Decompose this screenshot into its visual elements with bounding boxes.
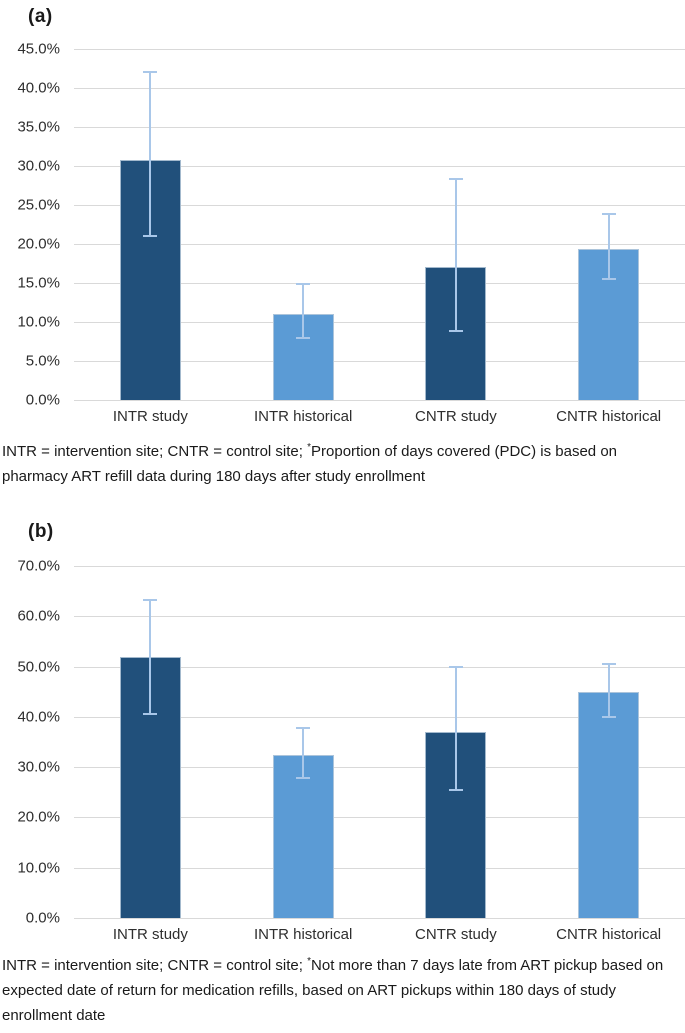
y-tick-label: 35.0% [17,118,60,136]
error-bar-cntr-historical [607,213,610,280]
x-category-label-intr-study: INTR study [112,408,188,425]
gridline [74,88,685,89]
x-category-label-intr-study: INTR study [112,926,188,943]
chart-b-footnote: INTR = intervention site; CNTR = control… [2,953,682,1029]
y-tick-label: 40.0% [17,79,60,97]
error-bar-cntr-study [454,667,457,791]
error-bar-cap-top-cntr-historical [601,663,616,666]
error-bar-cap-top-intr-study [143,599,158,602]
y-tick-label: 0.0% [25,391,60,409]
error-bar-cap-top-cntr-historical [601,212,616,215]
chart-a-plot-area: 45.0% 40.0% 35.0% 30.0% 25.0% 20.0% 15.0% 10.0%… [17,41,685,425]
gridline [74,361,685,362]
gridline [74,716,685,718]
gridline [74,283,685,284]
error-bar-intr-study [149,71,152,237]
error-bar-cap-bottom-intr-study [143,713,158,716]
error-bar-intr-historical [302,283,305,338]
y-tick-label: 40.0% [17,708,60,726]
error-bar-cap-top-intr-historical [296,726,311,729]
footnote-b-definition: Not more than 7 days late from ART picku… [2,957,664,1025]
y-tick-label: 25.0% [17,196,60,214]
gridline [74,49,685,50]
y-tick-label: 30.0% [17,157,60,175]
panel-b-label: (b) [28,521,54,542]
error-bar-cap-bottom-cntr-historical [601,278,616,281]
y-tick-label: 45.0% [17,40,60,58]
x-category-label-cntr-study: CNTR study [415,926,497,943]
chart-a-footnote: INTR = intervention site; CNTR = control… [2,439,682,489]
y-tick-label: 20.0% [17,235,60,253]
error-bar-cap-bottom-cntr-study [448,330,463,333]
gridline [74,616,685,618]
gridline [74,566,685,567]
error-bar-cap-bottom-cntr-study [448,789,463,792]
footnote-b-asterisk: * [307,956,312,967]
error-bar-intr-historical [302,727,305,778]
y-tick-label: 70.0% [17,557,60,575]
y-tick-label: 0.0% [25,909,60,927]
y-tick-label: 15.0% [17,274,60,292]
y-tick-label: 20.0% [17,808,60,826]
error-bar-cap-top-intr-historical [296,282,311,285]
x-category-label-cntr-historical: CNTR historical [556,408,662,425]
x-category-label-cntr-study: CNTR study [415,408,497,425]
gridline [74,322,685,323]
gridline [74,666,685,668]
gridline [74,244,685,245]
error-bar-cntr-historical [607,664,610,717]
y-tick-label: 10.0% [17,313,60,331]
gridline [74,867,685,869]
chart-b-plot-area: 70.0% 60.0% 50.0% 40.0% 30.0% 20.0% 10.0% 0.0% I… [17,558,685,943]
bar-cntr-historical [578,691,640,918]
gridline [74,767,685,769]
x-category-label-intr-historical: INTR historical [253,926,353,943]
error-bar-cap-top-cntr-study [448,666,463,669]
footnote-a-definition: Proportion of days covered (PDC) is base… [2,443,617,486]
y-tick-label: 5.0% [25,352,60,370]
footnote-b-abbreviations: INTR = intervention site; CNTR = control… [2,957,308,974]
gridline [74,400,685,401]
error-bar-intr-study [149,600,152,715]
y-tick-label: 60.0% [17,607,60,625]
error-bar-cap-bottom-intr-historical [296,336,311,339]
gridline [74,205,685,206]
gridline [74,127,685,128]
gridline [74,817,685,819]
panel-b: (b) 70.0% 60.0% 50.0% 40.0% 30.0% 20.0% 10.0% 0… [0,515,685,1033]
footnote-a-abbreviations: INTR = intervention site; CNTR = control… [2,443,308,460]
x-category-label-intr-historical: INTR historical [253,408,353,425]
footnote-a-asterisk: * [307,442,312,453]
error-bar-cap-bottom-intr-study [143,235,158,238]
y-tick-label: 50.0% [17,658,60,676]
error-bar-cap-bottom-intr-historical [296,776,311,779]
y-tick-label: 30.0% [17,758,60,776]
gridline [74,166,685,167]
x-category-label-cntr-historical: CNTR historical [556,926,662,943]
panel-a-label: (a) [28,6,53,27]
error-bar-cap-top-intr-study [143,70,158,73]
error-bar-cntr-study [454,179,457,332]
bar-intr-historical [272,754,334,918]
panel-a: (a) 45.0% 40.0% 35.0% 30.0% 25.0% 20.0% 15.0% 1… [0,0,685,515]
error-bar-cap-top-cntr-study [448,178,463,181]
gridline [74,918,685,919]
error-bar-cap-bottom-cntr-historical [601,715,616,718]
y-tick-label: 10.0% [17,859,60,877]
